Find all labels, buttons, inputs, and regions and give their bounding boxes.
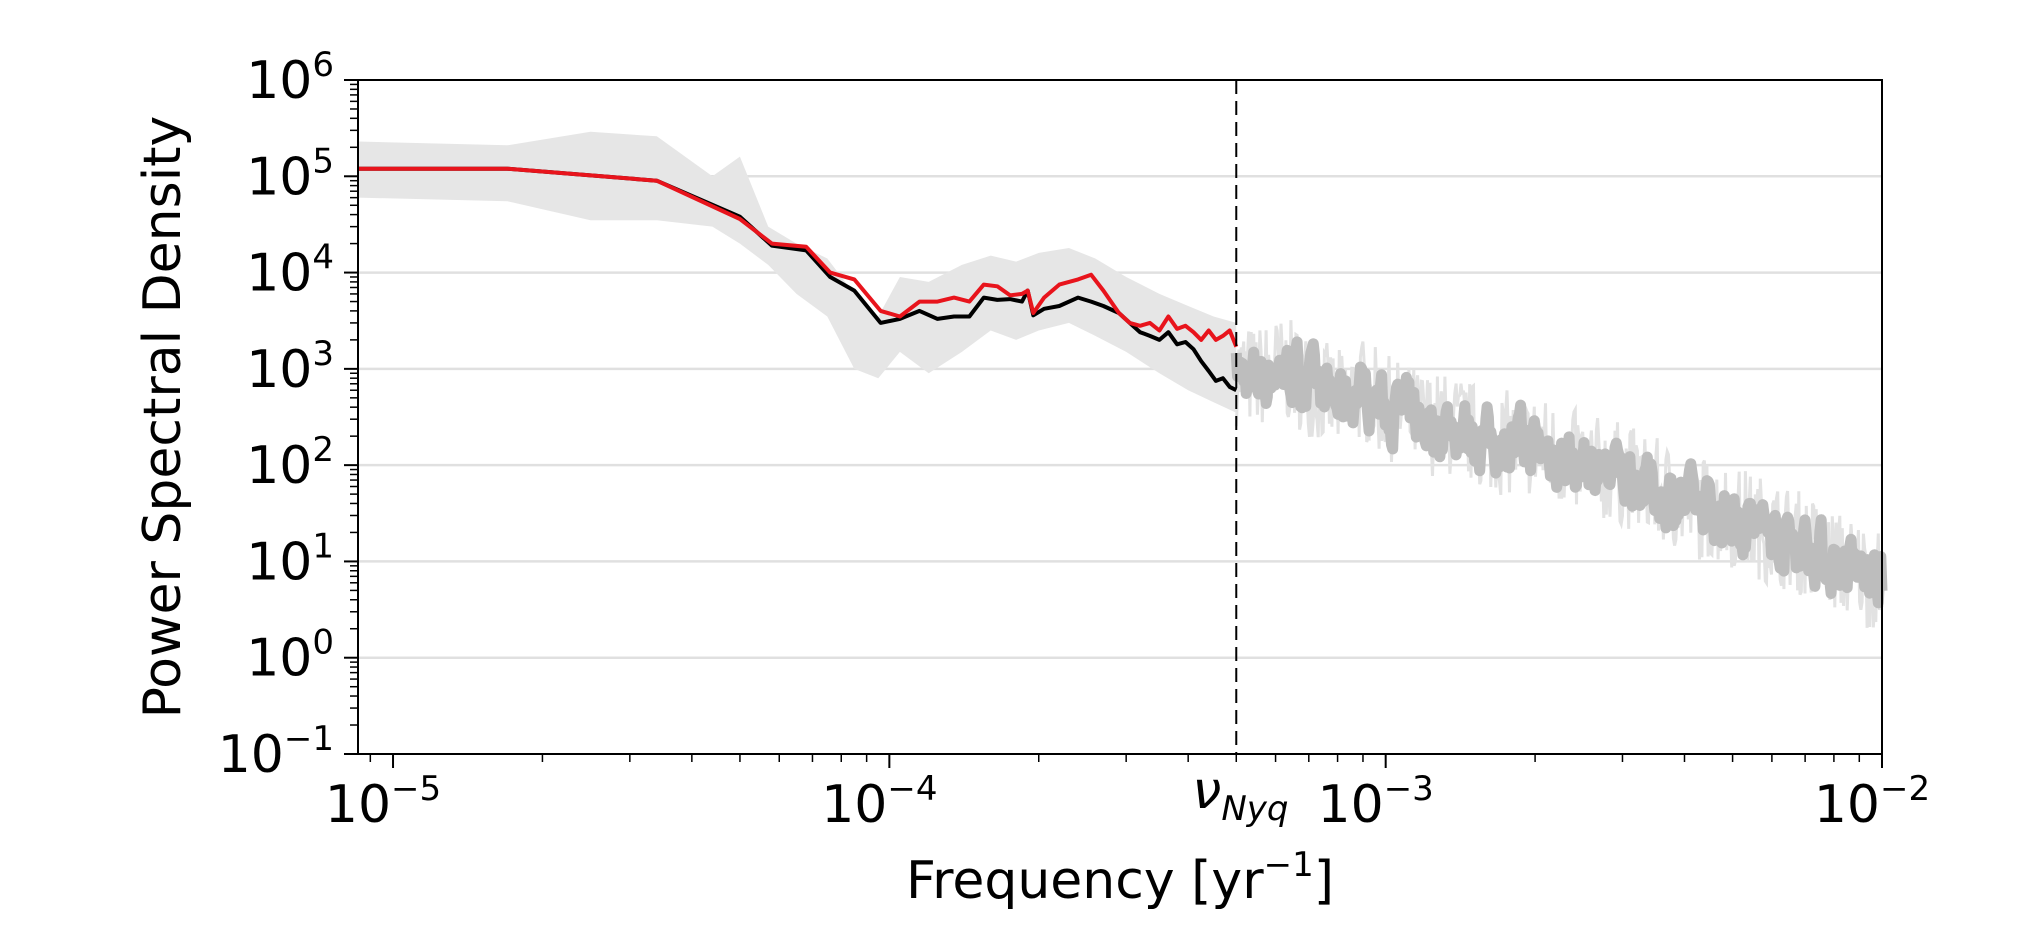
x-axis-title: Frequency [yr−1] xyxy=(906,845,1334,911)
nyquist-annotation: νNyq xyxy=(1192,80,1288,829)
y-tick-label: 106 xyxy=(246,45,334,111)
black-series-line xyxy=(358,166,1238,392)
x-tick-label: 10−5 xyxy=(325,769,441,835)
confidence-band xyxy=(358,131,1237,413)
gray-series-line xyxy=(1230,336,1888,609)
confidence-band-area xyxy=(358,131,1237,413)
axis-ticks: 10−5 10−4 10−3 10−2 10−1 100 101 102 103 104 105 10… xyxy=(218,45,1930,835)
x-tick-label: 10−2 xyxy=(1814,769,1930,835)
nyquist-label: νNyq xyxy=(1192,761,1288,829)
y-tick-label: 102 xyxy=(246,430,334,496)
grid-lines xyxy=(358,175,1882,659)
y-tick-label: 104 xyxy=(246,238,334,304)
series-lines xyxy=(358,166,1239,392)
y-tick-label: 103 xyxy=(246,334,334,400)
y-tick-label: 10−1 xyxy=(218,719,334,785)
y-tick-label: 100 xyxy=(246,623,334,689)
y-tick-label: 105 xyxy=(246,141,334,207)
plot-frame xyxy=(357,79,1883,755)
y-tick-label: 101 xyxy=(246,526,334,592)
y-axis-title: Power Spectral Density xyxy=(133,116,193,719)
gray-series xyxy=(1230,320,1888,628)
x-tick-label: 10−4 xyxy=(821,769,937,835)
red-series-line xyxy=(358,166,1239,348)
x-tick-label: 10−3 xyxy=(1318,769,1434,835)
